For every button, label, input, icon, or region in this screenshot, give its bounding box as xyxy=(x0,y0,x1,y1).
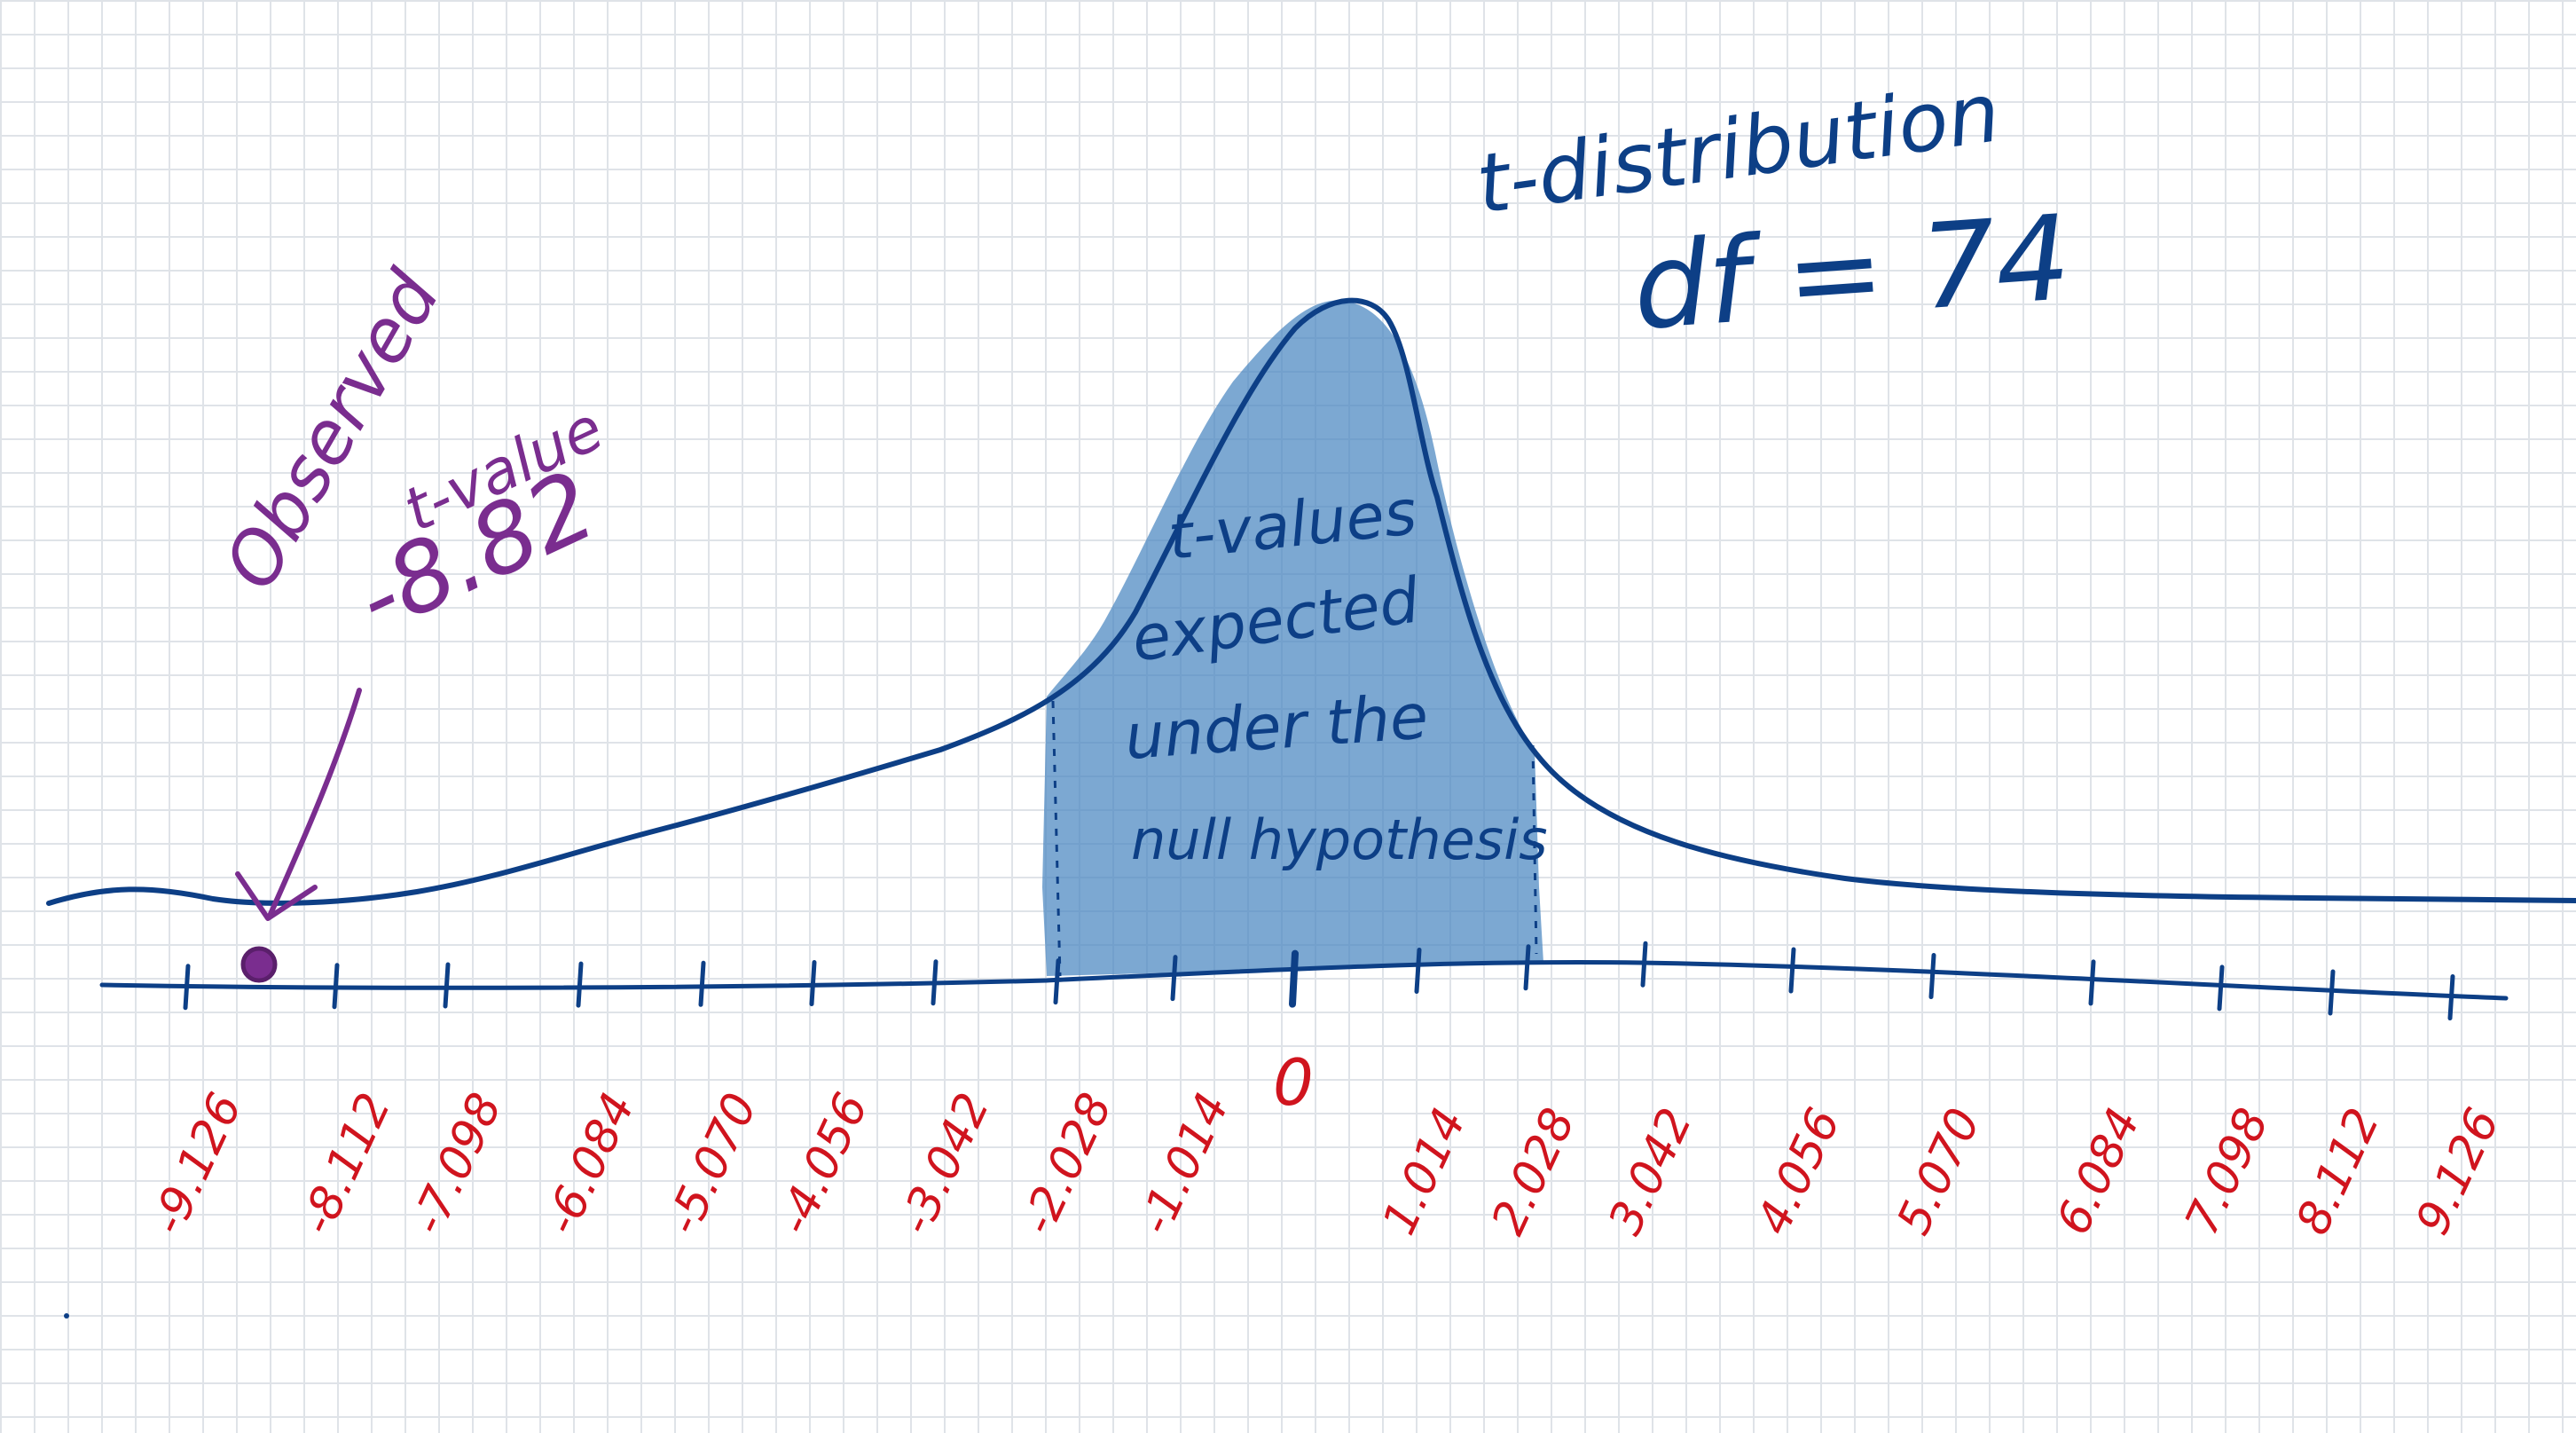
tick-pos-2028 xyxy=(1523,944,1531,991)
density-curve xyxy=(46,297,2576,906)
tick-pos-6084 xyxy=(2088,959,2096,1006)
null-hypothesis-region xyxy=(1042,300,1543,976)
tick-label-neg-6084: -6.084 xyxy=(534,1085,645,1242)
region-text-line4: null hypothesis xyxy=(1131,807,1548,872)
region-right-boundary xyxy=(1531,744,1538,955)
tick-pos-1014 xyxy=(1414,947,1422,994)
tick-label-neg-3042: -3.042 xyxy=(889,1085,1000,1242)
tick-label-neg-7098: -7.098 xyxy=(401,1085,512,1242)
tick-label-pos-5070: 5.070 xyxy=(1887,1100,1991,1242)
tick-label-neg-9126: -9.126 xyxy=(141,1085,252,1242)
tick-pos-4056 xyxy=(1788,947,1796,994)
tick-label-pos-6084: 6.084 xyxy=(2046,1100,2150,1242)
observed-arrow xyxy=(235,688,362,921)
tick-pos-9126 xyxy=(2447,974,2455,1021)
axis-ticks xyxy=(183,941,2455,1021)
tick-pos-3042 xyxy=(1640,941,1648,988)
tick-label-zero: 0 xyxy=(1273,1045,1314,1120)
tick-neg-9126 xyxy=(183,964,191,1011)
tick-neg-5070 xyxy=(698,960,706,1007)
tick-label-pos-9126: 9.126 xyxy=(2406,1100,2509,1242)
degrees-of-freedom: df = 74 xyxy=(1629,190,2074,357)
tick-label-pos-7098: 7.098 xyxy=(2175,1100,2279,1242)
tick-label-pos-1014: 1.014 xyxy=(1372,1100,1476,1242)
tick-neg-8112 xyxy=(332,963,340,1010)
tick-label-neg-4056: -4.056 xyxy=(767,1085,878,1242)
x-axis xyxy=(99,959,2509,1001)
tick-neg-2028 xyxy=(1053,958,1061,1005)
tick-neg-4056 xyxy=(809,960,817,1007)
stray-dot xyxy=(64,1313,69,1319)
tick-label-neg-8112: -8.112 xyxy=(290,1085,401,1242)
axis-tick-labels: -9.126 -8.112 -7.098 -6.084 -5.070 -4.056 -3.0… xyxy=(141,1045,2509,1242)
tick-label-neg-5070: -5.070 xyxy=(656,1085,767,1242)
tick-neg-7098 xyxy=(443,962,451,1009)
observed-point xyxy=(240,946,278,983)
tick-pos-7098 xyxy=(2217,965,2225,1012)
tick-pos-5070 xyxy=(1928,953,1936,1000)
tick-zero xyxy=(1289,949,1299,1008)
tick-label-neg-2028: -2.028 xyxy=(1011,1085,1122,1242)
tick-neg-3042 xyxy=(931,959,939,1006)
tick-label-pos-3042: 3.042 xyxy=(1598,1100,1702,1242)
tick-label-pos-2028: 2.028 xyxy=(1481,1100,1585,1242)
tick-label-neg-1014: -1.014 xyxy=(1128,1085,1239,1242)
tick-label-pos-8112: 8.112 xyxy=(2286,1100,2390,1242)
tick-label-pos-4056: 4.056 xyxy=(1747,1100,1850,1242)
region-left-boundary xyxy=(1051,700,1062,977)
tick-neg-1014 xyxy=(1170,955,1178,1002)
tick-pos-8112 xyxy=(2328,969,2336,1016)
tick-neg-6084 xyxy=(576,961,584,1008)
